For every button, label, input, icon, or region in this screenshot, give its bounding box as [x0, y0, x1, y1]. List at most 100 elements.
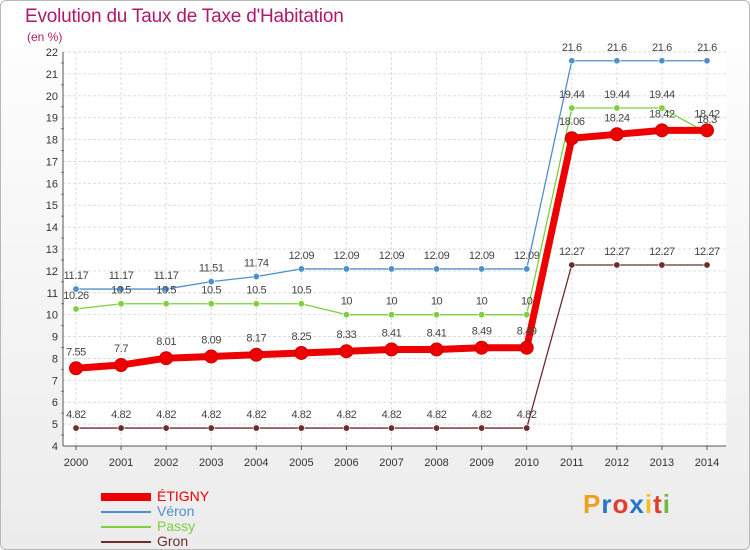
series-0-data-label: 11.17 [109, 270, 134, 282]
series-0-data-label: 11.74 [244, 258, 269, 270]
series-3-data-label: 18.24 [604, 112, 630, 124]
chart-title: Evolution du Taux de Taxe d'Habitation [25, 6, 344, 27]
series-2-data-label: 4.82 [201, 409, 221, 421]
series-3-point [609, 127, 624, 142]
series-1-point [342, 311, 350, 319]
series-1-point [387, 311, 395, 319]
series-2-data-label: 4.82 [156, 409, 176, 421]
y-tick-label: 4 [52, 441, 58, 453]
legend: ÉTIGNY Véron Passy Gron [101, 489, 209, 549]
legend-swatch-veron [101, 510, 151, 513]
series-0-point [72, 285, 80, 293]
series-2-point [207, 424, 215, 432]
series-0-data-label: 12.09 [334, 250, 360, 262]
series-1-data-label: 10.5 [246, 285, 266, 297]
series-1-point [613, 104, 621, 112]
series-1-point [433, 311, 441, 319]
x-tick-label: 2010 [514, 457, 538, 469]
series-1-point [252, 300, 260, 308]
y-tick-label: 7 [52, 375, 58, 387]
series-3-point [429, 342, 444, 357]
series-3-data-label: 8.49 [472, 326, 492, 338]
series-3-point [69, 361, 83, 376]
y-tick-label: 10 [46, 310, 58, 322]
x-tick-label: 2000 [64, 457, 88, 469]
legend-item-etigny: ÉTIGNY [101, 489, 209, 504]
series-3-point [339, 344, 354, 359]
series-2-point [478, 424, 486, 432]
series-0-point [117, 285, 125, 293]
series-2-data-label: 4.82 [427, 409, 447, 421]
legend-item-passy: Passy [101, 519, 209, 534]
logo-letter: P [583, 489, 602, 519]
logo-letter: i [644, 489, 654, 519]
legend-swatch-passy [101, 525, 151, 528]
series-1-data-label: 10.26 [63, 290, 89, 302]
series-2-point [387, 424, 395, 432]
series-0-data-label: 12.09 [469, 250, 495, 262]
series-0-point [703, 57, 711, 65]
series-2-point [72, 424, 80, 432]
series-0-point [478, 265, 486, 273]
y-tick-label: 21 [46, 69, 58, 81]
x-tick-label: 2005 [289, 457, 313, 469]
series-3-data-label: 8.17 [246, 333, 266, 345]
x-tick-label: 2012 [605, 457, 629, 469]
series-1-data-label: 10 [386, 296, 398, 308]
series-1-data-label: 18.3 [697, 114, 717, 126]
series-2-point [703, 261, 711, 269]
series-3-data-label: 8.33 [337, 329, 357, 341]
series-0-point [162, 285, 170, 293]
series-2-data-label: 12.27 [649, 246, 675, 258]
series-1-data-label: 19.44 [604, 89, 630, 101]
series-2-point [162, 424, 170, 432]
logo-letter: i [662, 489, 671, 519]
y-tick-label: 20 [46, 91, 58, 103]
series-2-point [117, 424, 125, 432]
legend-item-veron: Véron [101, 504, 209, 519]
series-0-data-label: 21.6 [562, 42, 582, 54]
series-2-point [568, 261, 576, 269]
logo-letter: x [629, 489, 645, 519]
y-tick-label: 16 [46, 178, 58, 190]
series-3-point [564, 131, 579, 146]
series-3-point [249, 347, 264, 362]
series-0-point [523, 265, 531, 273]
series-3-point [700, 123, 714, 138]
legend-swatch-etigny [101, 492, 151, 501]
series-0-point [342, 265, 350, 273]
y-tick-label: 8 [52, 353, 58, 365]
series-3-data-label: 8.49 [517, 326, 537, 338]
y-tick-label: 12 [46, 266, 58, 278]
y-tick-label: 15 [46, 200, 58, 212]
y-tick-label: 22 [46, 47, 58, 59]
chart-subtitle: (en %) [27, 30, 63, 44]
legend-item-gron: Gron [101, 534, 209, 549]
y-tick-label: 11 [47, 288, 58, 300]
series-0-data-label: 11.17 [64, 270, 89, 282]
series-0-data-label: 11.17 [154, 270, 179, 282]
x-tick-label: 2009 [469, 457, 493, 469]
series-1-point [478, 311, 486, 319]
series-2-point [252, 424, 260, 432]
legend-label-etigny: ÉTIGNY [157, 488, 210, 504]
y-tick-label: 5 [52, 419, 58, 431]
series-2-data-label: 12.27 [604, 246, 630, 258]
series-1-data-label: 10 [521, 296, 533, 308]
y-tick-label: 18 [46, 135, 58, 147]
series-1-point [658, 104, 666, 112]
series-2-point [342, 424, 350, 432]
series-2-point [433, 424, 441, 432]
series-2-data-label: 4.82 [517, 409, 537, 421]
x-tick-label: 2013 [650, 457, 674, 469]
series-1-point [162, 300, 170, 308]
series-2-point [658, 261, 666, 269]
logo-letter: t [653, 489, 663, 519]
series-2-data-label: 4.82 [472, 409, 492, 421]
series-3-point [159, 351, 174, 366]
series-2-data-label: 4.82 [291, 409, 311, 421]
series-3-data-label: 18.06 [559, 116, 585, 128]
x-tick-label: 2004 [244, 457, 268, 469]
series-3-point [654, 123, 669, 138]
